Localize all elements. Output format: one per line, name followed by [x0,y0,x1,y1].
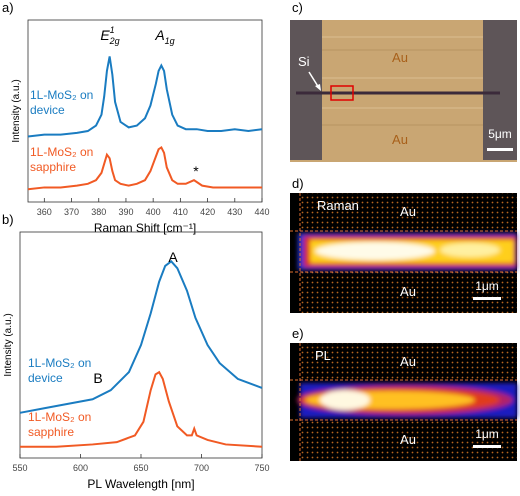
peak-label-base: E [100,27,110,43]
peak-label: E1 2g [100,25,119,46]
raman-map: d) Raman Au Au 1μm [290,176,517,313]
image-title: PL [315,348,331,363]
x-tick-label: 650 [133,463,148,473]
peak-label-base: * [193,163,199,179]
y-axis-label: Intensity (a.u.) [3,313,14,376]
peak-label: A [168,249,178,265]
x-tick-label: 380 [91,207,106,217]
x-tick-label: 390 [118,207,133,217]
pl-map: e) PL Au Au 1μm [290,326,517,461]
panel-label: e) [292,326,304,341]
optical-image: c) Si Au Au 5μm [290,0,517,162]
peak-label: * [193,163,199,179]
spectrum-line [20,370,263,448]
scale-bar-label: 1μm [475,279,499,293]
peak-label-base: B [93,370,102,386]
scale-bar-label: 1μm [475,427,499,441]
panel-label: a) [2,0,14,15]
x-tick-label: 430 [227,207,242,217]
x-tick-label: 600 [73,463,88,473]
x-tick-label: 440 [254,207,269,217]
panel-label: b) [2,212,14,227]
x-axis-label: Raman Shift [cm⁻¹] [94,221,196,235]
legend-label: 1L-MoS₂ on device [28,356,92,385]
spectrum-line [19,260,263,414]
image-label: Si [298,54,310,69]
x-tick-label: 420 [200,207,215,217]
spectrum-line [27,56,263,138]
x-tick-label: 370 [64,207,79,217]
peak-label-sub: 2g [109,36,120,46]
image-label: Au [400,432,416,447]
peak-label-sub: 1g [165,36,175,46]
panel-label: c) [292,0,303,15]
peak-label-sup: 1 [110,25,115,35]
image-label: Au [392,132,408,147]
legend-label: 1L-MoS₂ on sapphire [30,145,94,174]
x-tick-label: 410 [173,207,188,217]
x-tick-label: 400 [146,207,161,217]
peak-label-base: A [154,27,164,43]
image-label: Au [400,354,416,369]
plot-frame [27,19,263,203]
x-tick-label: 750 [254,463,269,473]
scale-bar-label: 5μm [488,127,512,141]
y-axis-label: Intensity (a.u.) [11,79,22,142]
image-label: Au [400,204,416,219]
image-label: Au [392,50,408,65]
legend-label: 1L-MoS₂ on sapphire [28,410,92,439]
panel-label: d) [292,176,304,191]
legend-label: 1L-MoS₂ on device [30,88,94,117]
spectrum-line [27,145,262,191]
peak-label: A1g [154,27,174,46]
image-title: Raman [317,198,359,213]
image-label: Au [400,284,416,299]
x-tick-label: 700 [194,463,209,473]
peak-label-base: A [168,249,178,265]
peak-label: B [93,370,102,386]
x-tick-label: 550 [12,463,27,473]
x-axis-label: PL Wavelength [nm] [87,477,194,491]
x-tick-label: 360 [37,207,52,217]
